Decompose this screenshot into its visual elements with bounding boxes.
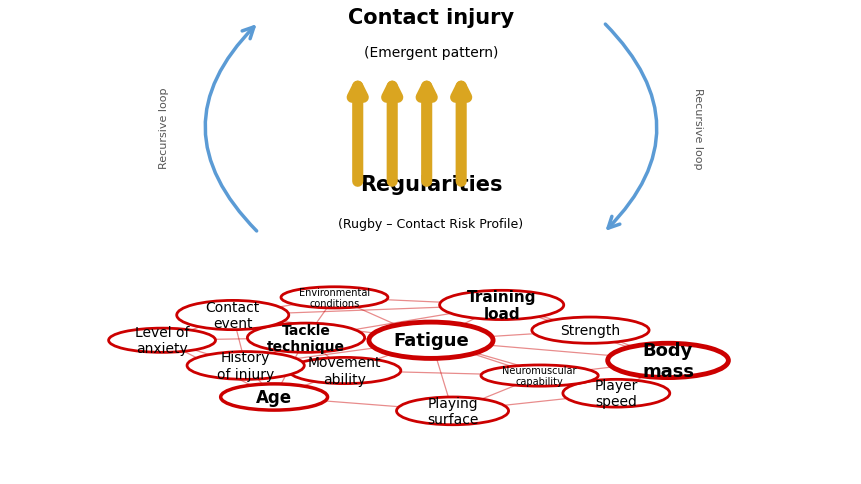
Ellipse shape xyxy=(369,322,492,359)
Text: Fatigue: Fatigue xyxy=(393,332,468,349)
Text: Tackle
technique: Tackle technique xyxy=(267,323,344,353)
Ellipse shape xyxy=(607,344,728,378)
Text: Recursive loop: Recursive loop xyxy=(158,88,169,169)
Ellipse shape xyxy=(439,291,563,320)
Ellipse shape xyxy=(187,352,304,379)
Text: Contact injury: Contact injury xyxy=(348,8,513,28)
Text: Strength: Strength xyxy=(560,323,620,337)
Ellipse shape xyxy=(531,318,648,344)
Text: Training
load: Training load xyxy=(467,289,536,321)
Ellipse shape xyxy=(562,379,669,407)
Text: Contact
event: Contact event xyxy=(206,300,259,331)
Text: Environmental
conditions: Environmental conditions xyxy=(299,287,369,308)
Text: (Emergent pattern): (Emergent pattern) xyxy=(363,46,498,60)
Text: Player
speed: Player speed xyxy=(594,378,637,408)
Text: Body
mass: Body mass xyxy=(641,341,693,380)
Text: Neuromuscular
capability: Neuromuscular capability xyxy=(502,365,576,387)
Text: Age: Age xyxy=(256,388,292,406)
Text: (Rugby – Contact Risk Profile): (Rugby – Contact Risk Profile) xyxy=(338,218,523,231)
Ellipse shape xyxy=(288,358,400,384)
FancyArrowPatch shape xyxy=(205,28,257,231)
Text: Recursive loop: Recursive loop xyxy=(692,88,703,169)
Text: Level of
anxiety: Level of anxiety xyxy=(134,325,189,356)
Ellipse shape xyxy=(247,323,364,353)
Text: Playing
surface: Playing surface xyxy=(426,396,478,426)
Text: Movement
ability: Movement ability xyxy=(307,356,381,386)
Text: History
of injury: History of injury xyxy=(217,350,274,381)
Ellipse shape xyxy=(281,287,387,308)
Ellipse shape xyxy=(480,365,598,386)
Ellipse shape xyxy=(396,397,508,425)
Ellipse shape xyxy=(220,384,327,410)
FancyArrowPatch shape xyxy=(604,25,656,229)
Ellipse shape xyxy=(177,301,288,330)
Ellipse shape xyxy=(108,329,215,353)
Text: Regularities: Regularities xyxy=(359,174,502,195)
